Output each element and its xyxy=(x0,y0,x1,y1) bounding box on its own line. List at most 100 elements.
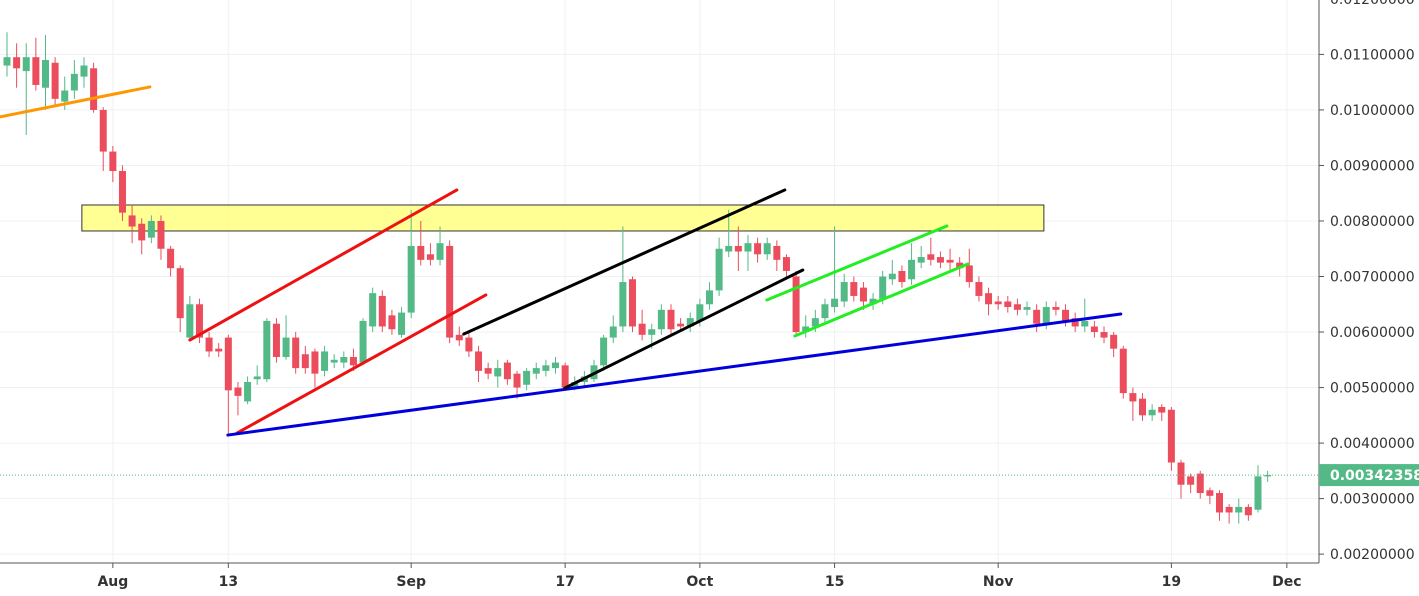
candle-body xyxy=(138,223,146,241)
trend-line xyxy=(188,188,459,342)
candle-body xyxy=(917,257,925,263)
x-tick-label: Aug xyxy=(97,574,128,590)
candle-body xyxy=(715,248,723,291)
candle-body xyxy=(321,351,329,371)
candle-body xyxy=(1225,506,1233,513)
candle-body xyxy=(3,57,11,66)
last-price-box xyxy=(1319,464,1419,487)
y-tick-label: 0.00500000 xyxy=(1330,381,1415,397)
candle-body xyxy=(628,279,636,327)
candle-body xyxy=(109,151,117,172)
candle-body xyxy=(1167,409,1175,463)
candle-body xyxy=(638,323,646,335)
drawings-back xyxy=(81,204,1045,232)
candle-body xyxy=(705,290,713,305)
candle-body xyxy=(744,243,752,252)
candle-body xyxy=(1110,334,1118,349)
trend-line xyxy=(0,85,152,119)
candle-body xyxy=(167,248,175,269)
candle-body xyxy=(677,323,685,327)
trend-line xyxy=(563,268,805,390)
candle-body xyxy=(244,381,252,402)
candle-body xyxy=(850,282,858,296)
candle-body xyxy=(282,337,290,358)
candle-body xyxy=(754,243,762,255)
candle-body xyxy=(542,365,550,371)
candle-body xyxy=(686,318,694,327)
y-tick-label: 0.00200000 xyxy=(1330,547,1415,563)
candle-body xyxy=(859,287,867,302)
candle-body xyxy=(1004,301,1012,308)
candle-body xyxy=(1023,307,1031,310)
candle-body xyxy=(773,245,781,260)
candle-body xyxy=(157,220,165,249)
candle-body xyxy=(253,376,261,380)
y-tick-label: 0.01100000 xyxy=(1330,47,1415,63)
candle-body xyxy=(311,351,319,374)
candle-body xyxy=(1244,506,1252,516)
candle-body xyxy=(1052,307,1060,310)
x-tick-label: 19 xyxy=(1162,574,1181,590)
y-tick-label: 0.00400000 xyxy=(1330,436,1415,452)
trend-line xyxy=(793,262,970,338)
candle-body xyxy=(128,215,136,227)
candle-body xyxy=(195,304,203,338)
trend-line xyxy=(226,312,1123,437)
candle-body xyxy=(1158,406,1166,413)
candle-body xyxy=(831,298,839,308)
candle-body xyxy=(936,257,944,263)
candle-body xyxy=(215,348,223,352)
candle-body xyxy=(205,337,213,352)
candle-body xyxy=(667,309,675,330)
candle-body xyxy=(51,62,59,99)
candle-body xyxy=(446,245,454,338)
candle-body xyxy=(1148,409,1156,416)
candle-body xyxy=(455,334,463,341)
candle-body xyxy=(619,282,627,327)
candle-body xyxy=(1071,318,1079,327)
candle-body xyxy=(734,245,742,252)
y-tick-label: 0.00600000 xyxy=(1330,325,1415,341)
candle-body xyxy=(494,368,502,377)
drawings-front xyxy=(0,85,1319,476)
candle-body xyxy=(648,329,656,335)
candle-body xyxy=(292,337,300,369)
candle-body xyxy=(725,245,733,252)
candle-body xyxy=(811,318,819,327)
y-tick-label: 0.00700000 xyxy=(1330,270,1415,286)
candle-body xyxy=(888,273,896,280)
candle-body xyxy=(1033,309,1041,324)
candle-body xyxy=(532,368,540,374)
candle-body xyxy=(792,276,800,333)
candle-body xyxy=(359,320,367,363)
candle-body xyxy=(1062,309,1070,321)
candles xyxy=(3,32,1272,524)
axis-labels: 0.00200000 0.00300000 0.00400000 0.00500000… xyxy=(97,0,1419,590)
trend-line xyxy=(462,188,787,336)
candle-body xyxy=(985,293,993,305)
candle-body xyxy=(802,326,810,333)
candle-body xyxy=(782,257,790,271)
candle-body xyxy=(186,304,194,338)
candle-body xyxy=(600,337,608,366)
candle-body xyxy=(523,370,531,385)
candle-body xyxy=(1196,473,1204,494)
x-tick-label: Sep xyxy=(396,574,426,590)
candle-body xyxy=(898,270,906,283)
candle-body xyxy=(263,320,271,380)
candle-body xyxy=(1206,490,1214,496)
candle-body xyxy=(484,368,492,374)
candle-body xyxy=(1177,462,1185,485)
candle-body xyxy=(378,295,386,327)
candle-body xyxy=(840,282,848,302)
candle-body xyxy=(1090,326,1098,333)
x-tick-label: Oct xyxy=(686,574,713,590)
candle-body xyxy=(475,351,483,371)
candle-body xyxy=(340,357,348,363)
candle-body xyxy=(426,254,434,260)
candle-body xyxy=(41,59,49,88)
candle-body xyxy=(552,362,560,369)
y-tick-label: 0.00300000 xyxy=(1330,492,1415,508)
candle-body xyxy=(61,90,69,102)
